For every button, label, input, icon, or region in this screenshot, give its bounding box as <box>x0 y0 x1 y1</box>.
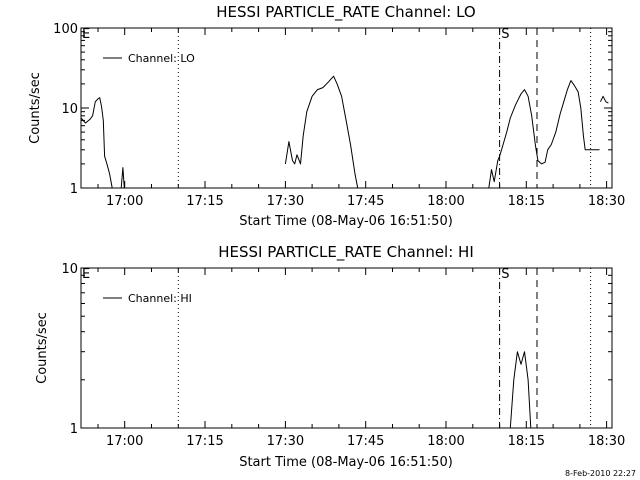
hi-panel-legend: Channel: HI <box>103 292 192 305</box>
lo-y-tick-label: 100 <box>53 22 78 37</box>
hi-x-tick-label: 18:00 <box>427 434 464 449</box>
lo-y-axis-label: Counts/sec <box>28 72 43 144</box>
hi-y-tick-label: 1 <box>70 422 78 437</box>
lo-panel-ticks: 17:00 17:15 17:30 17:45 18:00 18:15 18:30 1 10 10… <box>53 22 625 209</box>
hi-panel-ticks: 17:00 17:15 17:30 17:45 18:00 18:15 18:30 1 10 <box>61 262 625 449</box>
hi-legend-label: Channel: HI <box>128 292 192 305</box>
hi-x-tick-label: 17:00 <box>106 434 143 449</box>
lo-series-segment-2 <box>284 75 359 189</box>
lo-y-tick-label: 1 <box>70 182 78 197</box>
lo-series-segment-3 <box>488 80 600 189</box>
hi-flag-s: S <box>501 267 509 282</box>
hi-panel-curves <box>509 351 532 429</box>
hi-panel-axes-frame <box>80 267 613 429</box>
lo-flag-e: E <box>82 27 90 42</box>
hi-x-tick-label: 18:15 <box>508 434 545 449</box>
lo-channel-panel: HESSI PARTICLE_RATE Channel: LO 17:00 17:… <box>28 3 625 229</box>
hi-channel-panel: HESSI PARTICLE_RATE Channel: HI 17:00 17:… <box>35 243 625 470</box>
lo-x-tick-label: 17:15 <box>186 194 223 209</box>
hi-y-axis-label: Counts/sec <box>35 312 50 384</box>
lo-x-tick-label: 18:30 <box>588 194 625 209</box>
lo-y-tick-label: 10 <box>61 102 78 117</box>
lo-legend-label: Channel: LO <box>128 52 195 65</box>
hi-panel-vertical-markers <box>177 268 592 428</box>
lo-x-tick-label: 17:00 <box>106 194 143 209</box>
hi-plot-frame <box>80 267 613 429</box>
hi-y-tick-label: 10 <box>61 262 78 277</box>
lo-flag-s: S <box>501 27 509 42</box>
lo-series-segment-1 <box>120 167 125 189</box>
hi-flag-e: E <box>82 267 90 282</box>
hi-x-axis-label: Start Time (08-May-06 16:51:50) <box>239 455 453 470</box>
lo-panel-vertical-markers <box>177 28 592 188</box>
hi-x-tick-label: 17:45 <box>347 434 384 449</box>
lo-x-tick-label: 18:15 <box>508 194 545 209</box>
lo-x-axis-label: Start Time (08-May-06 16:51:50) <box>239 214 453 229</box>
hi-series-segment-0 <box>509 351 532 429</box>
lo-series-segment-0 <box>80 97 113 189</box>
hi-x-tick-label: 17:30 <box>267 434 304 449</box>
lo-x-tick-label: 17:45 <box>347 194 384 209</box>
hi-x-tick-label: 17:15 <box>186 434 223 449</box>
lo-x-tick-label: 17:30 <box>267 194 304 209</box>
lo-panel-legend: Channel: LO <box>103 52 195 65</box>
lo-panel-title: HESSI PARTICLE_RATE Channel: LO <box>216 3 475 22</box>
hi-panel-title: HESSI PARTICLE_RATE Channel: HI <box>218 243 474 262</box>
lo-panel-curves <box>80 75 609 189</box>
hi-x-tick-label: 18:30 <box>588 434 625 449</box>
lo-x-tick-label: 18:00 <box>427 194 464 209</box>
generation-timestamp: 8-Feb-2010 22:27 <box>565 469 636 478</box>
lo-series-segment-4 <box>599 95 609 104</box>
